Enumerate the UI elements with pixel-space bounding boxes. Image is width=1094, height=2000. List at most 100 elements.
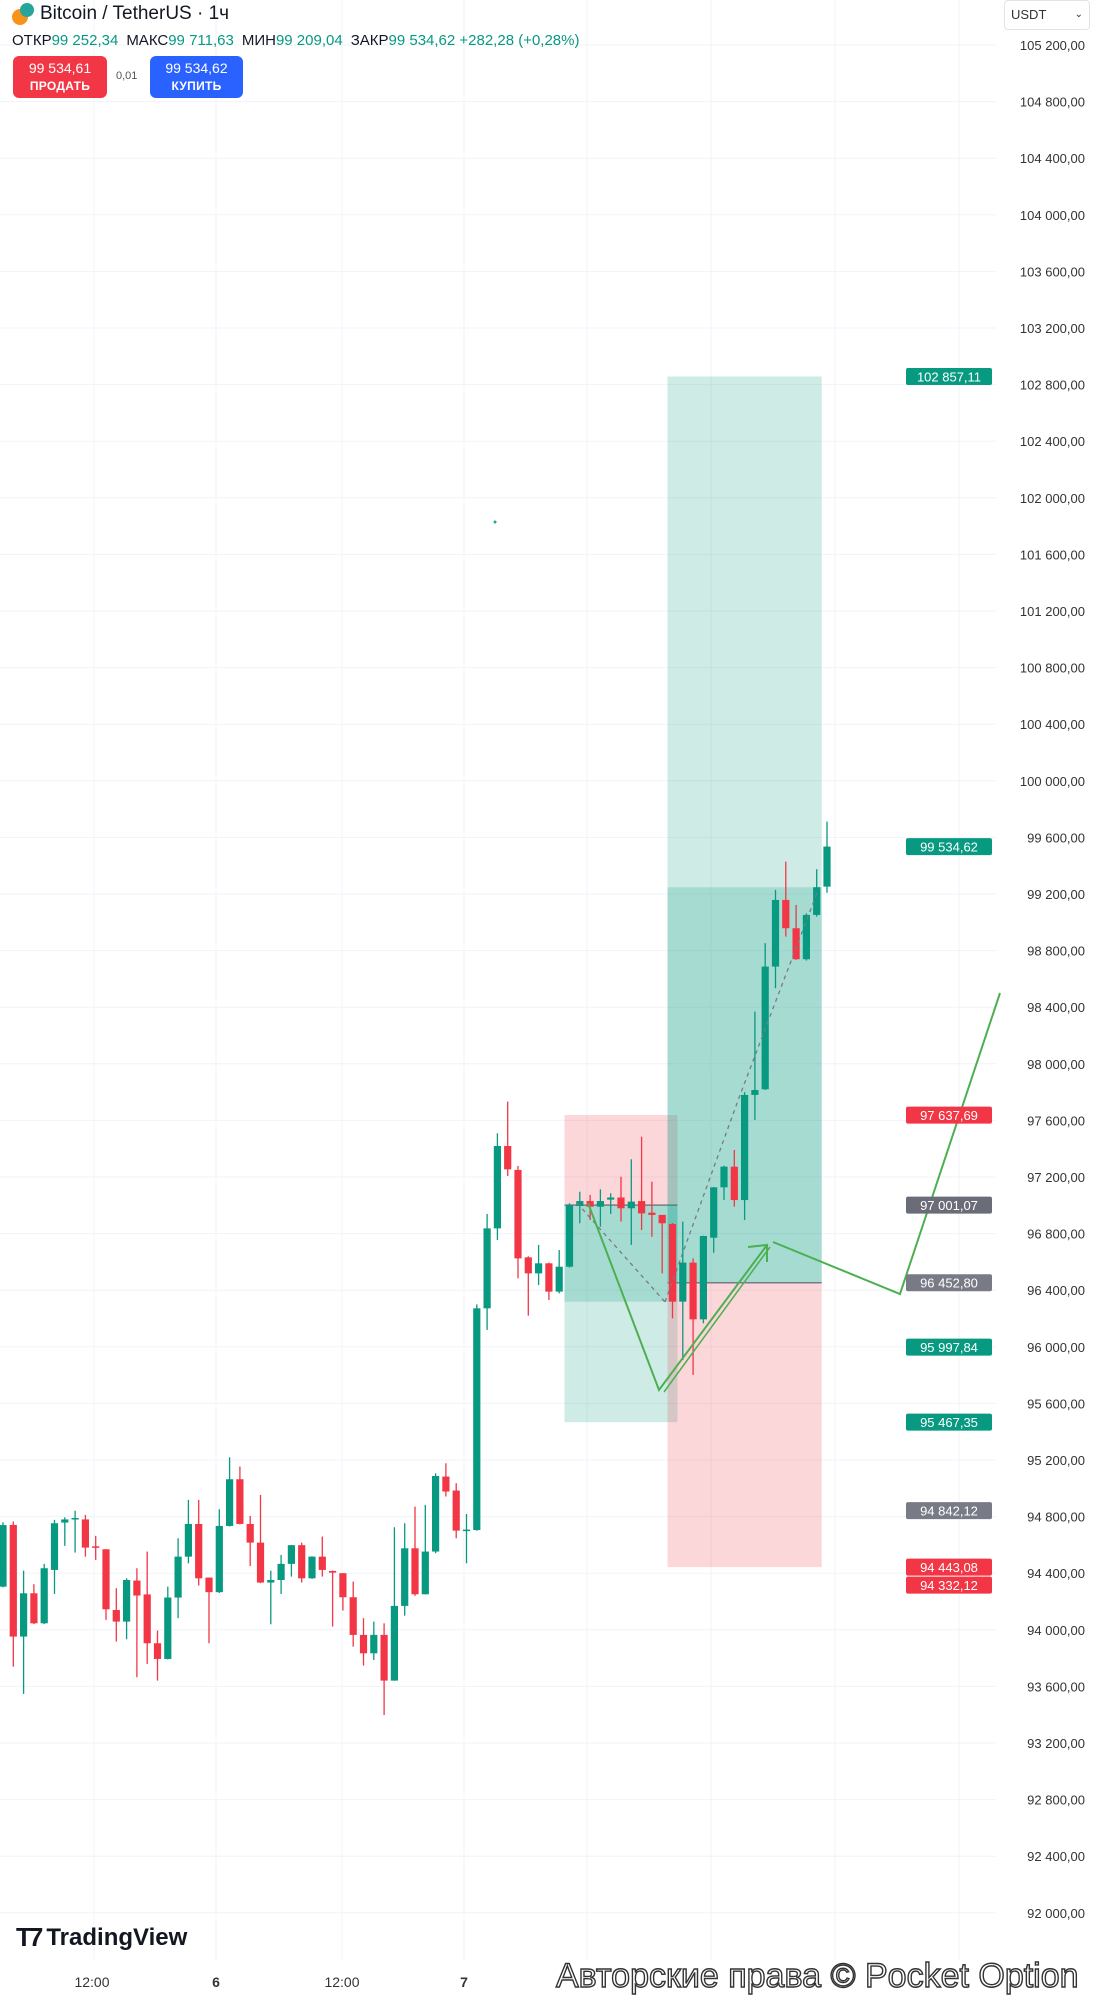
candle-body — [658, 1214, 666, 1224]
candle-body — [689, 1262, 697, 1320]
candle-body — [627, 1201, 635, 1209]
candle-body — [401, 1548, 409, 1606]
y-tick-label: 98 000,00 — [1027, 1057, 1085, 1072]
candle-body — [452, 1490, 460, 1531]
high-value: 99 711,63 — [168, 32, 234, 49]
candle-body — [174, 1556, 182, 1598]
y-tick-label: 95 600,00 — [1027, 1396, 1085, 1411]
y-tick-label: 96 800,00 — [1027, 1227, 1085, 1242]
price-tag — [906, 1196, 992, 1214]
candle-body — [61, 1519, 69, 1523]
candle-body — [823, 846, 831, 887]
candle-body — [226, 1479, 234, 1526]
x-tick-label: 12:00 — [74, 1974, 109, 1990]
candle-body — [71, 1518, 79, 1520]
candle-body — [813, 887, 821, 915]
watermark: Авторские права © Pocket Option — [555, 1956, 1079, 1995]
currency-value: USDT — [1011, 7, 1047, 22]
price-tag — [906, 1413, 992, 1431]
candle-body — [123, 1579, 131, 1622]
currency-select[interactable]: USDT ⌄ — [1004, 0, 1090, 30]
candle-body — [514, 1169, 522, 1259]
chevron-down-icon: ⌄ — [1074, 9, 1083, 20]
symbol-title: Bitcoin / TetherUS · 1ч — [40, 3, 230, 24]
y-tick-label: 93 600,00 — [1027, 1679, 1085, 1694]
open-label: ОТКР — [12, 32, 52, 49]
tradingview-logo[interactable]: T7 TradingView — [16, 1922, 187, 1953]
y-tick-label: 104 800,00 — [1020, 95, 1085, 110]
candle-body — [617, 1197, 625, 1209]
candle-body — [596, 1201, 604, 1207]
y-tick-label: 94 800,00 — [1027, 1510, 1085, 1525]
y-tick-label: 103 200,00 — [1020, 321, 1085, 336]
price-tag — [906, 1502, 992, 1520]
y-tick-label: 102 400,00 — [1020, 434, 1085, 449]
candle-body — [30, 1593, 38, 1624]
candle-body — [699, 1236, 707, 1320]
candle-body — [668, 1223, 677, 1302]
sell-button[interactable]: 99 534,61 ПРОДАТЬ — [13, 56, 107, 98]
candle-body — [277, 1563, 285, 1580]
y-tick-label: 94 000,00 — [1027, 1623, 1085, 1638]
candle-body — [792, 928, 800, 960]
candle-body — [256, 1542, 265, 1583]
candle-body — [462, 1529, 471, 1532]
y-tick-label: 96 000,00 — [1027, 1340, 1085, 1355]
candle-body — [679, 1262, 687, 1302]
price-tag — [906, 1274, 992, 1292]
price-tag — [906, 368, 992, 386]
y-tick-label: 105 200,00 — [1020, 38, 1085, 53]
price-tag — [906, 1338, 992, 1356]
candle-body — [751, 1089, 759, 1095]
y-tick-label: 104 000,00 — [1020, 208, 1085, 223]
y-tick-label: 99 200,00 — [1027, 887, 1085, 902]
spread-value: 0,01 — [116, 70, 138, 82]
price-tag-label: 102 857,11 — [917, 370, 981, 385]
price-tag-label: 95 467,35 — [920, 1415, 978, 1430]
y-tick-label: 98 400,00 — [1027, 1000, 1085, 1015]
buy-button[interactable]: 99 534,62 КУПИТЬ — [150, 56, 243, 98]
candle-body — [81, 1519, 89, 1548]
short-position-path — [576, 1202, 666, 1303]
y-tick-label: 103 600,00 — [1020, 264, 1085, 279]
marker-dot — [493, 520, 497, 524]
candle-body — [524, 1257, 532, 1274]
candle-body — [586, 1201, 594, 1207]
y-tick-label: 92 800,00 — [1027, 1793, 1085, 1808]
open-value: 99 252,34 — [51, 32, 119, 49]
y-tick-label: 101 600,00 — [1020, 547, 1085, 562]
y-tick-label: 99 600,00 — [1027, 830, 1085, 845]
candle-body — [442, 1476, 450, 1492]
y-tick-label: 101 200,00 — [1020, 604, 1085, 619]
candle-body — [421, 1551, 429, 1595]
candle-body — [370, 1634, 378, 1654]
bitcoin-logo-icon — [12, 3, 34, 25]
projection-line-drawing — [772, 992, 1001, 1296]
price-tag — [906, 1106, 992, 1124]
price-tag-label: 96 452,80 — [920, 1276, 978, 1291]
candle-body — [215, 1525, 223, 1593]
candle-body — [164, 1597, 172, 1659]
short-position-target-zone — [564, 1205, 678, 1423]
candle-body — [473, 1308, 481, 1531]
candle-body — [741, 1094, 749, 1201]
candle-body — [40, 1568, 48, 1624]
candle-body — [535, 1263, 543, 1274]
candle-body — [205, 1577, 213, 1593]
buy-label: КУПИТЬ — [171, 79, 222, 93]
tradingview-mark-icon: T7 — [16, 1922, 43, 1952]
price-tag-label: 94 332,12 — [920, 1578, 978, 1593]
candle-body — [195, 1523, 203, 1579]
candle-body — [493, 1146, 501, 1229]
candle-body — [50, 1523, 59, 1570]
candle-body — [483, 1228, 491, 1309]
price-tag-label: 99 534,62 — [920, 840, 978, 855]
y-tick-label: 92 400,00 — [1027, 1849, 1085, 1864]
candle-body — [782, 899, 790, 929]
tradingview-wordmark: TradingView — [46, 1923, 188, 1951]
y-tick-label: 100 000,00 — [1020, 774, 1085, 789]
candle-body — [236, 1479, 244, 1524]
sell-price: 99 534,61 — [28, 60, 92, 76]
candle-body — [102, 1549, 110, 1610]
